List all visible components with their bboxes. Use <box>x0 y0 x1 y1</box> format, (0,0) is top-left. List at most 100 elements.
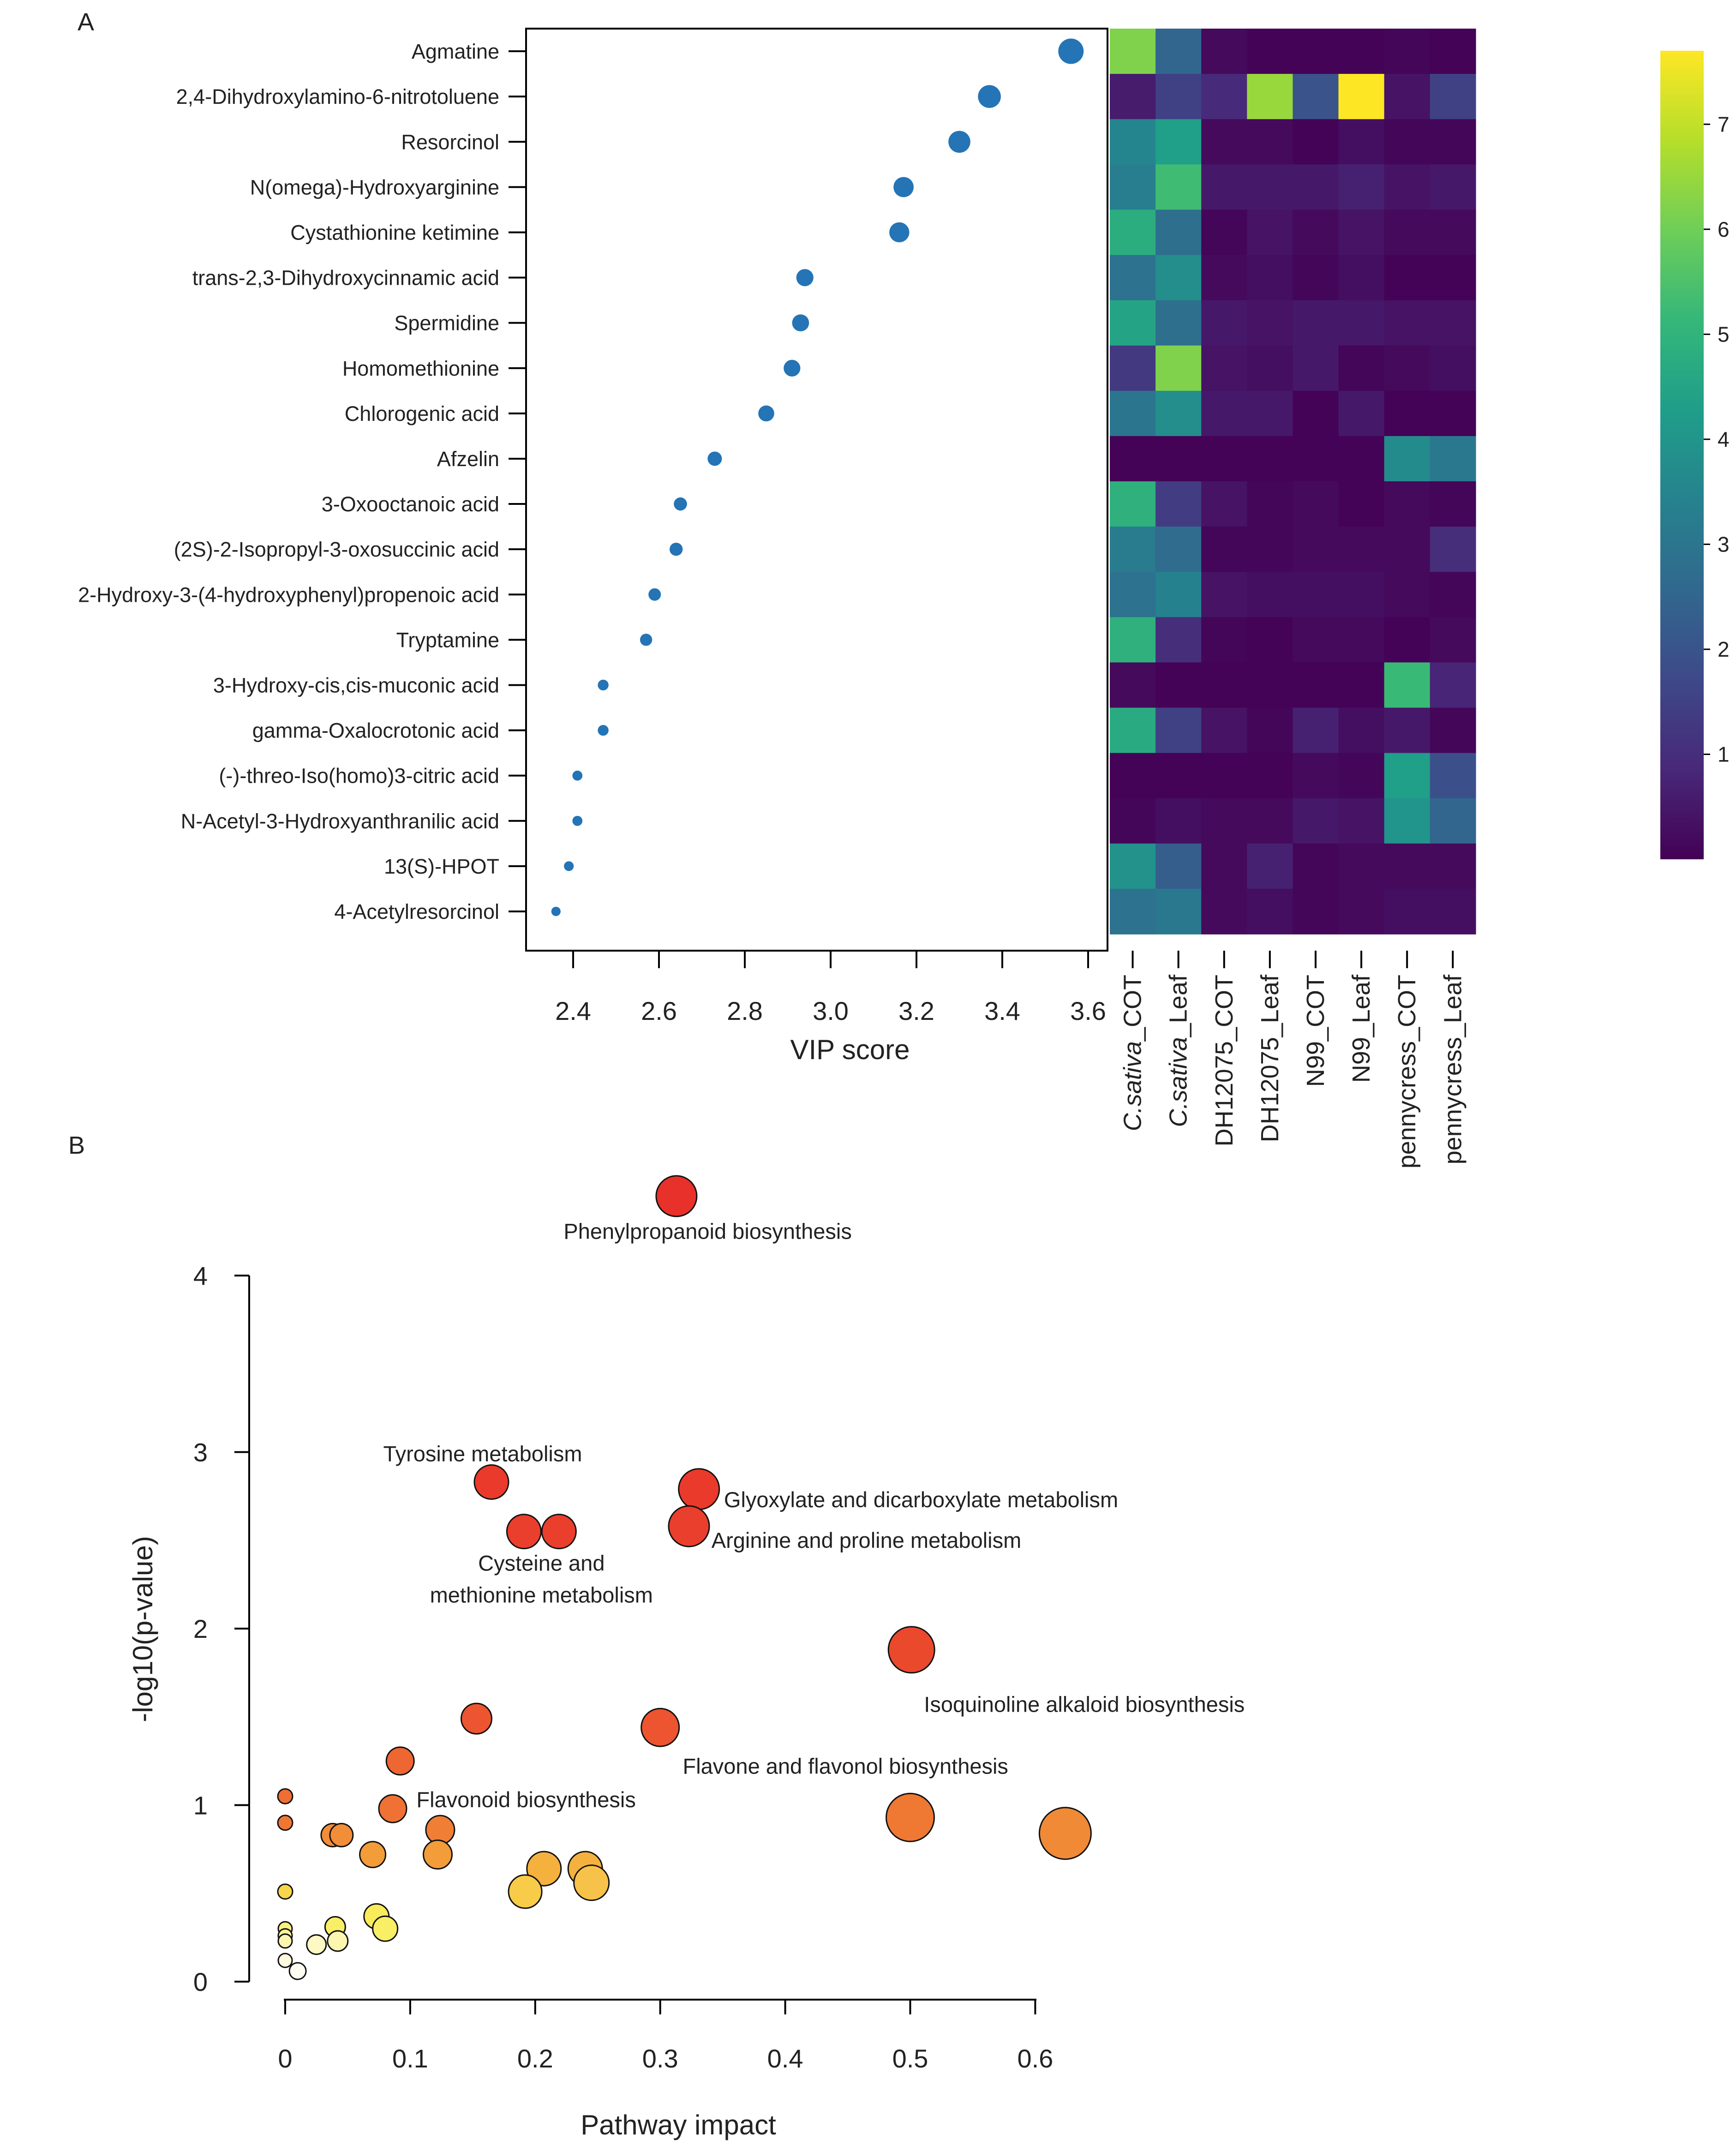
heatmap-cell <box>1110 798 1156 844</box>
column-label-suffix: _COT <box>1119 975 1147 1042</box>
bubble-y-tick-label: 3 <box>193 1438 208 1467</box>
pathway-bubble <box>277 1815 293 1831</box>
colorbar-tick-label: 7 <box>1718 112 1730 136</box>
vip-point <box>758 405 774 422</box>
vip-x-tick-label: 2.8 <box>727 996 763 1025</box>
metabolite-label: N-Acetyl-3-Hydroxyanthranilic acid <box>181 809 499 833</box>
heatmap-cell <box>1430 617 1476 663</box>
heatmap-cell <box>1201 210 1248 256</box>
heatmap-cell <box>1293 707 1339 754</box>
heatmap-cell <box>1247 707 1293 754</box>
heatmap-cell <box>1338 888 1385 935</box>
column-label-suffix: _Leaf <box>1165 974 1192 1037</box>
heatmap-cell <box>1201 345 1248 391</box>
heatmap-cell <box>1110 390 1156 437</box>
heatmap-cell <box>1110 436 1156 482</box>
heatmap-cell <box>1247 164 1293 210</box>
pathway-bubble <box>887 1626 935 1674</box>
pathway-bubble <box>277 1788 293 1804</box>
metabolite-label: Homomethionine <box>342 357 499 380</box>
heatmap-cell <box>1155 210 1202 256</box>
heatmap-cell <box>1155 345 1202 391</box>
heatmap-cell <box>1384 300 1431 346</box>
heatmap-cell <box>1247 617 1293 663</box>
heatmap-cell <box>1384 617 1431 663</box>
vip-x-tick-label: 2.4 <box>555 996 591 1025</box>
heatmap-cell <box>1155 390 1202 437</box>
metabolite-label: Cystathionine ketimine <box>290 221 499 244</box>
pathway-label: methionine metabolism <box>430 1582 653 1607</box>
vip-point <box>640 634 652 646</box>
vip-plot-frame <box>525 28 1108 952</box>
heatmap-cell <box>1247 798 1293 844</box>
vip-point <box>551 906 561 917</box>
heatmap-cell <box>1201 572 1248 618</box>
colorbar-tick-label: 3 <box>1718 532 1730 556</box>
vip-x-tick-label: 3.0 <box>813 996 849 1025</box>
heatmap-cell <box>1430 481 1476 527</box>
heatmap-cell <box>1430 843 1476 889</box>
bubble-x-tick-label: 0.1 <box>392 2044 428 2073</box>
heatmap-cell <box>1384 481 1431 527</box>
heatmap-cell <box>1338 119 1385 165</box>
heatmap-column-label: DH12075_COT <box>1210 975 1238 1146</box>
heatmap-cell <box>1110 753 1156 799</box>
colorbar-tick-label: 5 <box>1718 322 1730 346</box>
heatmap-cell <box>1110 572 1156 618</box>
pathway-bubble <box>461 1702 492 1735</box>
pathway-bubble-plot: 0 1 2 3 4 0 0.1 0.2 0.3 0.4 0.5 0.6 Phenylpropanoi… <box>127 1175 1245 2140</box>
pathway-bubble <box>526 1851 562 1887</box>
heatmap-cell <box>1293 527 1339 572</box>
panel-label-b: B <box>68 1132 85 1159</box>
heatmap-cell <box>1247 436 1293 482</box>
pathway-label: Tyrosine metabolism <box>383 1441 582 1466</box>
pathway-bubble <box>678 1468 720 1510</box>
pathway-label: Flavone and flavonol biosynthesis <box>683 1754 1008 1778</box>
heatmap-cell <box>1155 74 1202 120</box>
vip-point <box>796 269 814 287</box>
heatmap-cell <box>1430 527 1476 572</box>
pathway-label: Phenylpropanoid biosynthesis <box>563 1219 851 1243</box>
heatmap-cell <box>1155 798 1202 844</box>
pathway-bubble <box>327 1930 349 1952</box>
heatmap-cell <box>1110 888 1156 935</box>
bubble-y-axis-label: -log10(p-value) <box>127 1536 158 1722</box>
heatmap-cell <box>1247 29 1293 74</box>
heatmap-cell <box>1338 662 1385 708</box>
heatmap-cell <box>1430 345 1476 391</box>
vip-point <box>598 679 609 691</box>
vip-point <box>707 451 722 466</box>
heatmap-cell <box>1247 300 1293 346</box>
metabolite-label: 2-Hydroxy-3-(4-hydroxyphenyl)propenoic a… <box>78 583 499 606</box>
column-label-italic: C.sativa <box>1165 1037 1192 1127</box>
colorbar-tick-label: 1 <box>1718 742 1730 766</box>
heatmap-cell <box>1430 74 1476 120</box>
heatmap-cell <box>1384 753 1431 799</box>
colorbar-tick-label: 4 <box>1718 427 1730 451</box>
pathway-bubble <box>506 1514 542 1550</box>
heatmap-cell <box>1201 390 1248 437</box>
heatmap-cell <box>1247 662 1293 708</box>
heatmap-cell <box>1110 300 1156 346</box>
metabolite-label: gamma-Oxalocrotonic acid <box>252 719 499 743</box>
heatmap-cell <box>1293 300 1339 346</box>
bubble-y-tick-label: 0 <box>193 1967 208 1996</box>
pathway-bubble <box>473 1464 509 1500</box>
pathway-bubble <box>329 1823 354 1847</box>
metabolite-label: Tryptamine <box>396 628 499 652</box>
heatmap-cell <box>1293 29 1339 74</box>
heatmap-cell <box>1338 74 1385 120</box>
heatmap-cell <box>1201 707 1248 754</box>
metabolite-label: Afzelin <box>437 447 499 471</box>
heatmap-cell <box>1155 572 1202 618</box>
heatmap-cell <box>1155 119 1202 165</box>
heatmap-cell <box>1201 74 1248 120</box>
heatmap-cell <box>1155 255 1202 301</box>
heatmap-cell <box>1247 345 1293 391</box>
heatmap-cell <box>1384 390 1431 437</box>
pathway-bubble <box>306 1934 327 1955</box>
heatmap-cell <box>1293 119 1339 165</box>
heatmap-cell <box>1384 164 1431 210</box>
heatmap-cell <box>1201 119 1248 165</box>
